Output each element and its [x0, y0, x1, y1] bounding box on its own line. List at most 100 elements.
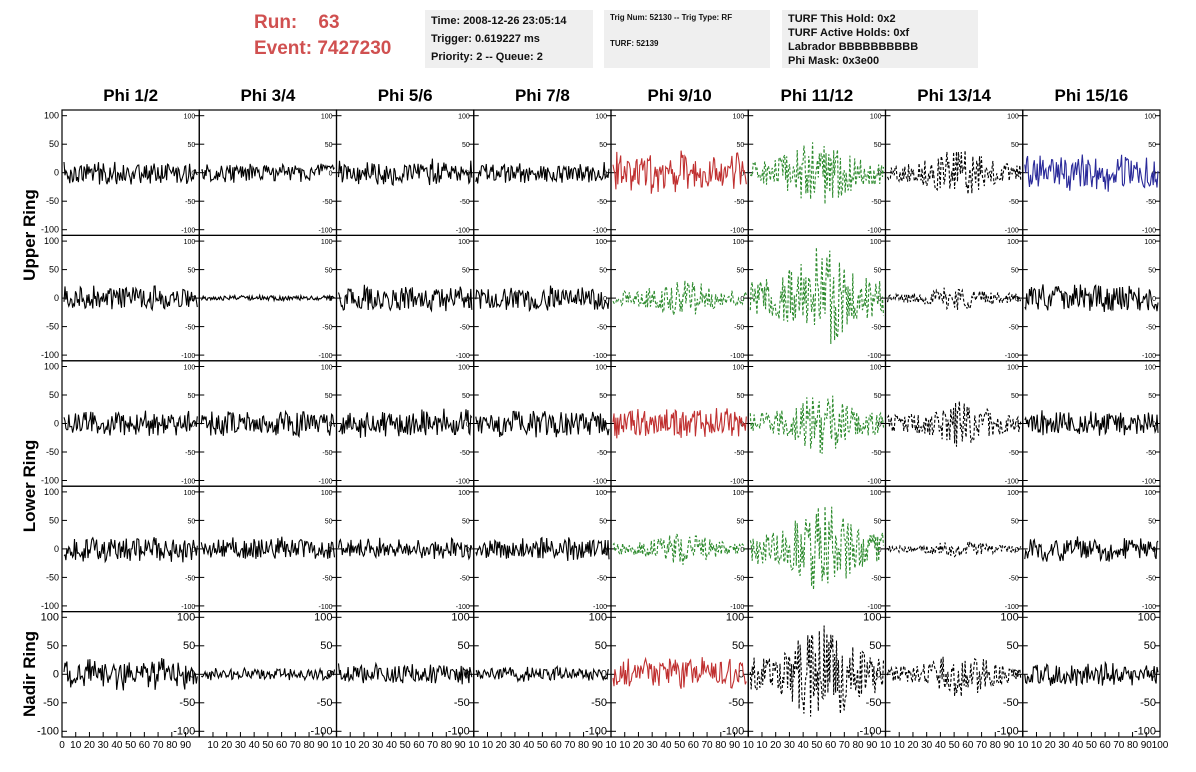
- ytick-label-right: 50: [462, 142, 470, 149]
- ytick-label-right: 0: [878, 422, 882, 429]
- waveform-trace: [749, 247, 885, 345]
- turf-hold-line: TURF This Hold: 0x2: [788, 13, 896, 25]
- ytick-label-right: -100: [867, 479, 881, 486]
- ytick-label-right: -100: [1005, 604, 1019, 611]
- waveform-trace: [200, 666, 336, 682]
- ytick-label-right: 50: [874, 268, 882, 275]
- ytick-label-right: 0: [1015, 296, 1019, 303]
- panel-frame: [884, 485, 1024, 613]
- ytick-label-right: -100: [730, 604, 744, 611]
- ytick-label-right: 100: [733, 365, 745, 372]
- ytick-label-right: -100: [867, 353, 881, 360]
- waveform-trace: [338, 408, 473, 438]
- ytick-label: -100: [41, 350, 59, 360]
- ytick-label-right: 0: [189, 668, 195, 680]
- ytick-label-right: 100: [184, 114, 196, 121]
- ytick-label-right: 50: [732, 640, 744, 652]
- ytick-label-right: -50: [871, 450, 881, 457]
- ytick-label: 50: [49, 139, 59, 149]
- ytick-label-right: 50: [599, 268, 607, 275]
- ytick-label: 100: [44, 362, 59, 372]
- ytick-label: 50: [47, 640, 59, 652]
- xtick-label: 90: [866, 740, 878, 751]
- trigger-line: Trigger: 0.619227 ms: [431, 33, 540, 45]
- xtick-label: 10: [1031, 740, 1043, 751]
- xtick-label: 20: [770, 740, 782, 751]
- ytick-label-right: -100: [730, 353, 744, 360]
- run-row: Run: 63: [254, 10, 391, 36]
- ytick-label-right: 50: [599, 142, 607, 149]
- ytick-label-right: 50: [869, 640, 881, 652]
- turf-active-line: TURF Active Holds: 0xf: [788, 27, 910, 39]
- waveform-trace: [200, 409, 336, 439]
- ytick-label-right: -100: [593, 228, 607, 235]
- ytick-label-right: 100: [1007, 365, 1019, 372]
- xtick-label: 80: [1127, 740, 1139, 751]
- waveform-trace: [1024, 410, 1159, 436]
- ytick-label-right: -50: [460, 450, 470, 457]
- ytick-label-right: 50: [874, 518, 882, 525]
- ytick-label-right: -50: [1009, 199, 1019, 206]
- xtick-label: 40: [660, 740, 672, 751]
- phi-header: Phi 1/2: [103, 86, 159, 105]
- ytick-label-right: 50: [1007, 640, 1019, 652]
- ytick-label-right: 100: [1138, 611, 1156, 623]
- ytick-label-right: 0: [1015, 547, 1019, 554]
- ytick-label-right: -100: [585, 725, 607, 737]
- xtick-label: 60: [139, 740, 151, 751]
- xtick-label: 30: [1058, 740, 1070, 751]
- ytick-label: -50: [46, 322, 59, 332]
- ytick-label-right: 50: [325, 142, 333, 149]
- phi-header: Phi 13/14: [917, 86, 991, 105]
- waveform-trace: [749, 506, 885, 590]
- xtick-label: 40: [1072, 740, 1084, 751]
- xtick-label: 30: [372, 740, 384, 751]
- xtick-label: 30: [921, 740, 933, 751]
- waveform-trace: [749, 395, 885, 454]
- waveform-trace: [337, 284, 473, 313]
- waveform-trace: [886, 287, 1022, 311]
- ytick-label-right: -50: [1146, 450, 1156, 457]
- ytick-label-right: 50: [325, 518, 333, 525]
- trig-num-line: Trig Num: 52130 -- Trig Type: RF: [610, 13, 733, 22]
- ytick-label-right: -100: [1142, 228, 1156, 235]
- ytick-label-right: -100: [456, 604, 470, 611]
- ytick-label-right: -100: [1142, 353, 1156, 360]
- xtick-label: 30: [235, 740, 247, 751]
- ytick-label-right: 100: [870, 365, 882, 372]
- ytick-label-right: 0: [740, 171, 744, 178]
- xtick-label: 70: [839, 740, 851, 751]
- waveform-trace: [337, 661, 473, 685]
- ytick-label-right: -100: [1005, 353, 1019, 360]
- ytick-label-right: -100: [456, 353, 470, 360]
- ytick-label-right: 100: [1144, 114, 1156, 121]
- ytick-label: 50: [49, 515, 59, 525]
- event-label: Event:: [254, 38, 313, 59]
- ytick-label-right: -100: [318, 228, 332, 235]
- waveform-panel: -100 -100 -50 -50 0 0 50 50 100 100: [41, 485, 200, 613]
- ytick-label-right: -50: [460, 199, 470, 206]
- ytick-label-right: 50: [874, 142, 882, 149]
- xtick-label: 60: [962, 740, 974, 751]
- ytick-label-right: 100: [321, 239, 333, 246]
- xtick-label: 10: [331, 740, 343, 751]
- waveform-trace: [475, 162, 610, 184]
- ytick-label-right: 100: [184, 365, 196, 372]
- ytick-label-right: -100: [456, 479, 470, 486]
- xtick-label: 50: [262, 740, 274, 751]
- ytick-label-right: 100: [870, 239, 882, 246]
- xtick-label: 10: [756, 740, 768, 751]
- ytick-label-right: 0: [1152, 422, 1156, 429]
- ytick-label-right: 50: [462, 518, 470, 525]
